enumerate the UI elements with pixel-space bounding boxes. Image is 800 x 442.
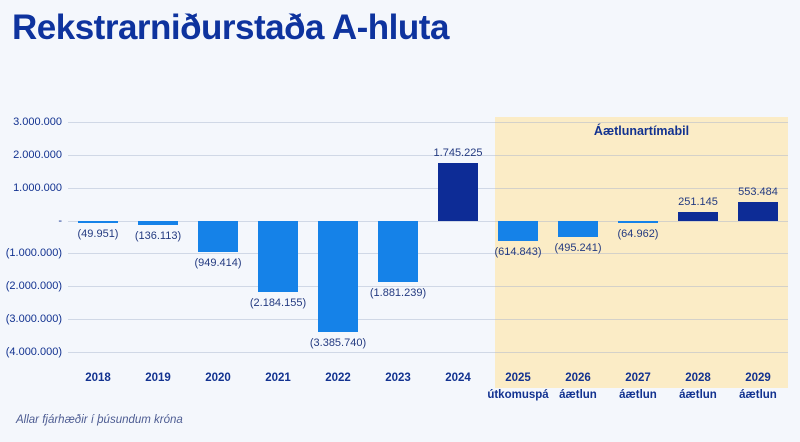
- bar-2024: [438, 163, 478, 221]
- x-tick-label-2028: 2028: [685, 372, 711, 384]
- plan-period-region: [495, 117, 788, 388]
- bar-label-2028: 251.145: [678, 196, 718, 209]
- y-tick-label: (4.000.000): [5, 346, 62, 358]
- gridline: [68, 319, 788, 321]
- bar-2018: [78, 220, 118, 223]
- y-tick-label: 3.000.000: [13, 116, 62, 128]
- page-title: Rekstrarniðurstaða A-hluta: [12, 8, 449, 47]
- bar-2020: [198, 220, 238, 252]
- y-tick-label: (1.000.000): [5, 247, 62, 260]
- x-tick-label-2024: 2024: [445, 372, 471, 384]
- x-tick-label-2026: 2026: [565, 372, 591, 384]
- bar-2021: [258, 220, 298, 293]
- x-tick-label-2029: 2029: [745, 372, 771, 384]
- x-tick-sublabel-2026: áætlun: [559, 389, 597, 401]
- gridline: [68, 154, 788, 156]
- bar-label-2026: (495.241): [554, 241, 602, 254]
- bar-label-2025: (614.843): [494, 245, 542, 258]
- x-tick-label-2018: 2018: [85, 372, 111, 384]
- gridline: [68, 187, 788, 189]
- x-tick-label-2022: 2022: [325, 372, 351, 384]
- y-tick-label: (2.000.000): [5, 280, 62, 293]
- bar-label-2024: 1.745.225: [433, 147, 483, 160]
- bar-label-2023: (1.881.239): [369, 287, 427, 300]
- x-tick-label-2027: 2027: [625, 372, 651, 384]
- bar-label-2021: (2.184.155): [249, 297, 307, 310]
- bar-label-2027: (64.962): [617, 227, 659, 240]
- x-tick-sublabel-2028: áætlun: [679, 389, 717, 401]
- bar-label-2018: (49.951): [77, 227, 119, 240]
- gridline: [68, 122, 788, 123]
- bar-2027: [618, 220, 658, 223]
- bar-label-2029: 553.484: [738, 186, 778, 199]
- footnote: Allar fjárhæðir í þúsundum króna: [16, 414, 183, 426]
- bar-2028: [678, 212, 718, 221]
- y-tick-label: -: [58, 214, 62, 227]
- bar-2023: [378, 220, 418, 283]
- bar-2026: [558, 220, 598, 237]
- x-tick-label-2020: 2020: [205, 372, 231, 384]
- x-tick-label-2025: 2025: [505, 372, 531, 384]
- y-tick-label: 1.000.000: [13, 181, 62, 194]
- x-tick-label-2021: 2021: [265, 372, 291, 384]
- plan-period-label: Áætlunartímabil: [593, 124, 690, 138]
- bar-label-2020: (949.414): [194, 256, 242, 269]
- bar-2029: [738, 202, 778, 221]
- bar-2025: [498, 220, 538, 241]
- bar-2019: [138, 220, 178, 226]
- x-tick-label-2023: 2023: [385, 372, 411, 384]
- y-tick-label: 2.000.000: [13, 148, 62, 161]
- x-tick-sublabel-2025: útkomuspá: [487, 389, 549, 401]
- x-tick-label-2019: 2019: [145, 372, 171, 384]
- bar-label-2019: (136.113): [134, 230, 182, 243]
- gridline: [68, 253, 788, 255]
- bar-2022: [318, 220, 358, 332]
- gridline: [68, 286, 788, 288]
- y-tick-label: (3.000.000): [5, 313, 62, 326]
- x-tick-sublabel-2027: áætlun: [619, 389, 657, 401]
- gridline: [68, 220, 788, 222]
- bar-label-2022: (3.385.740): [309, 336, 367, 349]
- x-tick-sublabel-2029: áætlun: [739, 389, 777, 401]
- gridline: [68, 352, 788, 353]
